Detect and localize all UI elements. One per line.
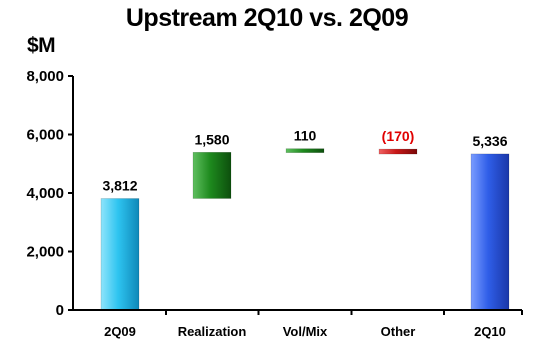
y-tick-label: 8,000 <box>26 68 64 85</box>
bar-vol-mix <box>285 148 325 153</box>
data-label: 1,580 <box>194 131 229 147</box>
bar-realization <box>192 152 232 199</box>
bar-2q09 <box>100 198 140 311</box>
x-category-label: 2Q10 <box>474 324 506 339</box>
y-tick-label: 4,000 <box>26 185 64 202</box>
chart-title: Upstream 2Q10 vs. 2Q09 <box>125 4 409 32</box>
bar-other <box>378 148 418 155</box>
x-category-label: Other <box>381 324 416 339</box>
data-label: 5,336 <box>472 133 507 149</box>
x-category-label: Vol/Mix <box>283 324 328 339</box>
y-tick-label: 6,000 <box>26 127 64 144</box>
y-unit-label: $M <box>27 34 56 57</box>
y-tick-label: 0 <box>56 302 64 319</box>
data-label: 110 <box>294 128 317 144</box>
data-label: (170) <box>382 128 415 144</box>
y-tick-label: 2,000 <box>26 244 64 261</box>
bar-2q10 <box>470 153 510 311</box>
x-category-label: Realization <box>178 324 247 339</box>
data-label: 3,812 <box>102 177 137 193</box>
x-category-label: 2Q09 <box>104 324 136 339</box>
